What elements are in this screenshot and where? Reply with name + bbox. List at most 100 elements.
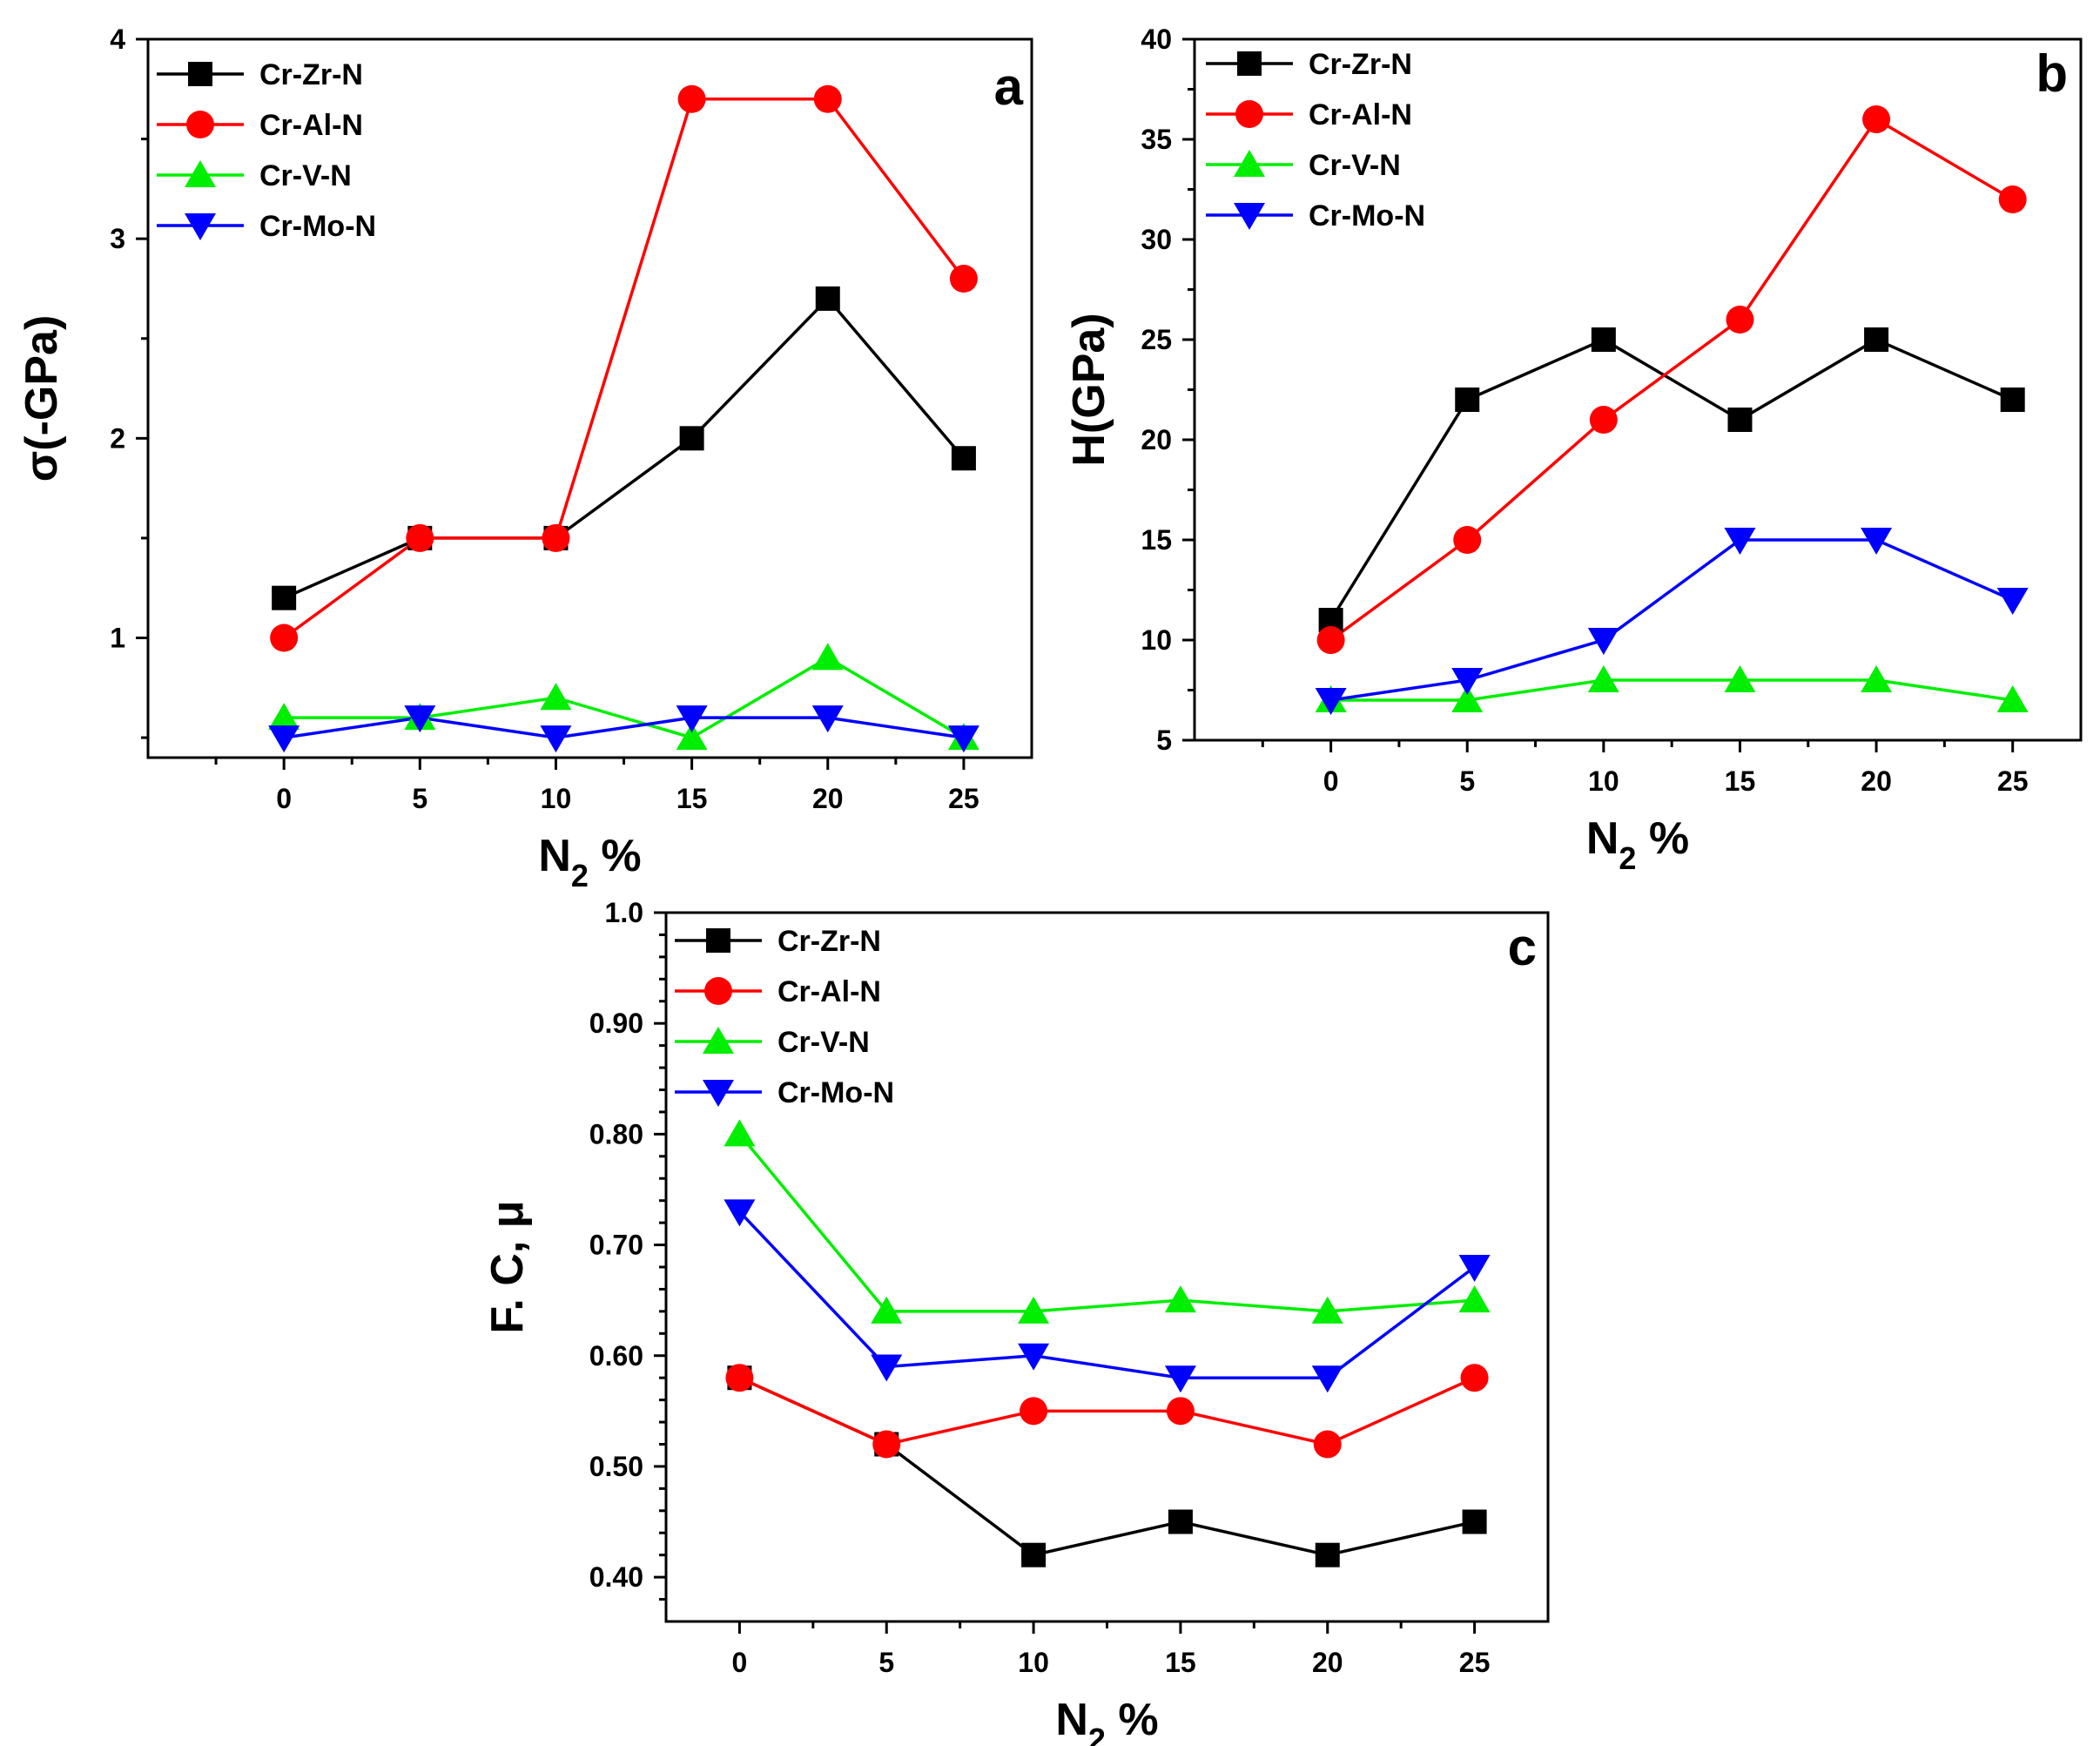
y-tick-label: 0.40	[589, 1561, 643, 1593]
legend-label: Cr-Al-N	[1309, 98, 1412, 131]
y-tick-label: 15	[1141, 524, 1172, 556]
data-point-cr-mo-n	[724, 1199, 756, 1227]
x-tick-label: 10	[1588, 765, 1619, 797]
data-point-cr-zr-n	[1168, 1509, 1193, 1534]
data-point-cr-al-n	[1726, 306, 1754, 334]
legend-label: Cr-Zr-N	[259, 58, 363, 91]
series-line-cr-v-n	[738, 1133, 1475, 1313]
x-tick-label: 25	[1459, 1647, 1491, 1678]
legend-marker	[1234, 203, 1265, 230]
legend-marker	[703, 1027, 734, 1054]
y-tick-label: 2	[110, 422, 125, 454]
series-line-cr-al-n	[283, 98, 966, 639]
data-point-cr-zr-n	[272, 585, 297, 610]
y-tick-label: 30	[1141, 224, 1172, 255]
x-tick-label: 15	[1165, 1647, 1196, 1678]
y-tick-label: 0.80	[589, 1118, 643, 1149]
data-point-cr-v-n	[676, 723, 708, 751]
y-tick-label: 0.90	[589, 1008, 643, 1039]
series-line-cr-mo-n	[283, 716, 965, 739]
data-point-cr-al-n	[1453, 526, 1482, 554]
series-line-cr-v-n	[284, 656, 965, 739]
panel-c: 0 5 10 15 20 25 0.40 0.50 0.60 0.70 0.80 0.90 1.0 N2 …	[482, 897, 1550, 1746]
data-point-cr-v-n	[871, 1296, 903, 1324]
data-point-cr-al-n	[872, 1430, 901, 1459]
x-axis-title-suffix: %	[589, 831, 642, 881]
x-tick-label: 0	[732, 1647, 748, 1678]
legend: Cr-Zr-N Cr-Al-N Cr-V-N Cr-Mo-N	[157, 58, 376, 243]
x-axis-title-sub: 2	[571, 858, 589, 893]
series-line-cr-zr-n	[738, 1376, 1475, 1557]
data-point-cr-al-n	[725, 1364, 754, 1392]
legend-marker	[186, 111, 214, 138]
y-tick-label: 1.0	[605, 897, 643, 928]
data-point-cr-mo-n	[1458, 1255, 1491, 1282]
x-axis-title: N2 %	[538, 831, 641, 893]
legend-label: Cr-Zr-N	[1309, 48, 1412, 81]
data-point-cr-v-n	[1996, 685, 2029, 712]
x-axis-title-suffix: %	[1636, 813, 1689, 864]
series-line-cr-mo-n	[738, 1210, 1476, 1379]
data-point-cr-zr-n	[815, 286, 840, 311]
data-point-cr-al-n	[813, 84, 842, 113]
data-point-cr-v-n	[540, 683, 572, 711]
data-point-cr-mo-n	[1315, 688, 1347, 715]
panel-letter: c	[1508, 918, 1537, 976]
data-point-cr-zr-n	[1315, 1542, 1340, 1567]
series-line-cr-v-n	[1330, 678, 2013, 702]
x-tick-label: 10	[1018, 1647, 1049, 1678]
x-axis-title: N2 %	[1586, 813, 1689, 876]
x-tick-label: 25	[1997, 765, 2029, 797]
y-tick-label: 40	[1141, 24, 1172, 55]
y-tick-label: 25	[1141, 324, 1172, 355]
data-point-cr-mo-n	[540, 725, 572, 753]
y-tick-label: 20	[1141, 424, 1172, 455]
data-point-cr-al-n	[270, 624, 299, 652]
legend: Cr-Zr-N Cr-Al-N Cr-V-N Cr-Mo-N	[1206, 48, 1425, 233]
legend-label: Cr-Mo-N	[1309, 199, 1425, 233]
x-tick-label: 5	[412, 783, 427, 814]
data-point-cr-zr-n	[2000, 388, 2025, 412]
data-point-cr-v-n	[724, 1119, 756, 1147]
data-point-cr-mo-n	[1164, 1365, 1196, 1393]
data-point-cr-al-n	[1316, 626, 1345, 654]
data-point-cr-al-n	[542, 523, 570, 552]
y-tick-label: 3	[110, 223, 125, 254]
data-point-cr-v-n	[1587, 665, 1619, 692]
legend-label: Cr-V-N	[1309, 149, 1401, 182]
x-tick-label: 5	[878, 1647, 894, 1678]
data-point-cr-mo-n	[811, 705, 844, 733]
y-tick-label: 0.70	[589, 1230, 643, 1261]
legend-marker	[706, 928, 730, 953]
legend-marker	[703, 1080, 734, 1107]
legend-marker	[1237, 51, 1262, 76]
data-point-cr-mo-n	[268, 725, 300, 753]
legend-label: Cr-V-N	[259, 159, 352, 192]
legend-marker	[185, 160, 216, 187]
plot-frame	[146, 37, 1033, 759]
x-tick-label: 0	[1323, 765, 1339, 797]
x-tick-label: 25	[948, 783, 979, 814]
data-point-cr-zr-n	[1021, 1542, 1047, 1567]
data-point-cr-mo-n	[1451, 668, 1484, 695]
data-point-cr-al-n	[1862, 105, 1891, 133]
data-point-cr-zr-n	[1462, 1509, 1487, 1534]
data-point-cr-mo-n	[1724, 528, 1756, 555]
y-tick-label: 10	[1141, 624, 1172, 656]
series-line-cr-zr-n	[283, 296, 966, 600]
legend-marker	[185, 213, 216, 240]
data-point-cr-al-n	[406, 523, 434, 552]
panel-letter: b	[2036, 44, 2068, 103]
data-point-cr-al-n	[1313, 1430, 1342, 1459]
panel-letter: a	[994, 57, 1024, 116]
legend-marker	[188, 62, 212, 86]
legend-label: Cr-Zr-N	[777, 925, 881, 958]
data-point-cr-mo-n	[1861, 528, 1893, 555]
data-point-cr-mo-n	[1587, 628, 1619, 655]
x-tick-label: 20	[812, 783, 844, 814]
x-axis-title-main: N	[538, 831, 571, 881]
y-axis-title: H(GPa)	[1064, 313, 1114, 466]
data-point-cr-al-n	[1020, 1397, 1048, 1426]
